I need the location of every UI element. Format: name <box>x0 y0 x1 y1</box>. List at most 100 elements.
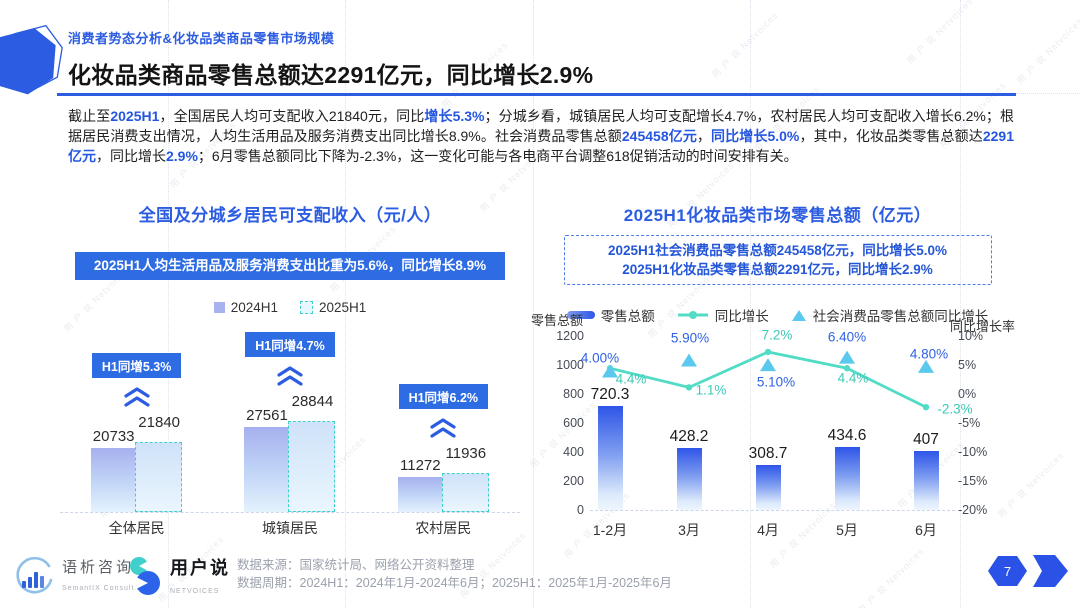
grid-guide <box>1016 93 1080 94</box>
triangle-marker <box>760 358 776 372</box>
line-value-label: 4.4% <box>837 370 869 386</box>
body-text: ，其中，化妆品类零售总额达 <box>799 128 983 144</box>
page-kicker: 消费者势态分析&化妆品类商品零售市场规模 <box>68 31 335 46</box>
income-chart-section: 全国及分城乡居民可支配收入（元/人） 2025H1人均生活用品及服务消费支出比重… <box>60 205 520 565</box>
triangle-value-label: 4.80% <box>909 346 949 362</box>
income-chart-legend: 2024H1 2025H1 <box>60 300 520 315</box>
bar-pair: 11272 11936 <box>397 445 489 512</box>
bar-value-label: 308.7 <box>748 445 788 463</box>
data-source-block: 数据来源：国家统计局、网络公开资料整理 数据周期：2024H1：2024年1月-… <box>237 556 672 592</box>
bar-column-2024H1: 20733 <box>91 428 137 512</box>
highlight-text: 2.9% <box>166 148 198 164</box>
highlight-text: 同比增长5.0% <box>711 128 800 144</box>
right-axis-tick: -20% <box>958 503 988 517</box>
line-value-label: 1.1% <box>695 382 727 398</box>
category-label: 农村居民 <box>415 520 472 536</box>
legend-item-2024H1: 2024H1 <box>213 300 278 315</box>
left-axis-tick: 200 <box>563 474 584 488</box>
bar-value-label: 28844 <box>291 393 334 410</box>
watermark: 用 户 说 Netvoices <box>1014 15 1080 86</box>
triangle-marker <box>681 353 697 367</box>
footer: 语析咨询 SemantIX Consulting 用户说 NETVOICES 数… <box>0 548 1080 608</box>
page-number-hexagon[interactable]: 7 <box>988 556 1027 586</box>
body-text: ，全国居民人均可支配收入21840元，同比 <box>159 108 425 124</box>
grid-guide <box>533 0 534 608</box>
income-chart-group: H1同增4.7% 27561 28844 城镇居民 <box>215 332 365 536</box>
line-value-label: 4.4% <box>615 371 647 387</box>
triangle-value-label: 5.10% <box>756 374 796 390</box>
next-page-arrow[interactable] <box>1033 555 1068 587</box>
triangle-marker <box>839 350 855 364</box>
triangle-marker <box>918 359 934 373</box>
semantix-logo-icon <box>16 556 53 594</box>
bar-column-2025H1: 21840 <box>135 414 183 512</box>
retail-chart-note: 2025H1社会消费品零售总额245458亿元，同比增长5.0% 2025H1化… <box>563 235 992 285</box>
title-divider <box>57 93 1016 96</box>
netvoices-logo-name: 用户说 <box>170 558 230 578</box>
left-axis-tick: 600 <box>563 416 584 430</box>
bar-value-label: 407 <box>913 430 939 448</box>
up-chevron-icon <box>430 418 456 438</box>
left-axis-tick: 1200 <box>556 329 584 343</box>
growth-badge: H1同增6.2% <box>398 384 489 409</box>
bar-column-2024H1: 27561 <box>244 407 290 512</box>
legend-label: 同比增长 <box>714 309 769 324</box>
body-text: ；6月零售总额同比下降为-2.3%，这一变化可能与各电商平台调整618促销活动的… <box>197 148 798 164</box>
retail-bar <box>755 465 781 510</box>
line-point <box>685 384 693 391</box>
bar-value-label: 720.3 <box>590 385 630 403</box>
line-value-label: -2.3% <box>937 401 973 417</box>
line-point <box>922 403 930 411</box>
right-axis-tick: 10% <box>958 328 984 343</box>
body-text: ， <box>696 128 712 144</box>
bar-value-label: 11936 <box>445 445 487 462</box>
right-axis-tick: -10% <box>958 444 988 459</box>
body-text: 截止至 <box>68 108 111 124</box>
bar-value-label: 11272 <box>400 457 441 474</box>
right-axis-tick: -15% <box>958 473 988 488</box>
intro-paragraph: 截止至2025H1，全国居民人均可支配收入21840元，同比增长5.3%；分城乡… <box>68 106 1014 166</box>
left-axis-tick: 400 <box>563 445 584 459</box>
left-axis-tick: 800 <box>563 387 584 401</box>
bar-2024H1 <box>91 448 137 512</box>
legend-swatch-dashed <box>300 301 313 314</box>
line-point <box>764 348 772 356</box>
growth-badge: H1同增5.3% <box>91 353 182 378</box>
bar-column-2025H1: 28844 <box>288 393 336 512</box>
legend-bar-swatch <box>566 311 595 319</box>
retail-note-line-2: 2025H1化妆品类零售总额2291亿元，同比增长2.9% <box>622 262 933 277</box>
retail-bar <box>913 450 939 510</box>
retail-bar <box>676 447 702 510</box>
pagination: 7 <box>988 555 1068 587</box>
netvoices-logo-icon <box>130 557 160 595</box>
line-value-label: 7.2% <box>761 327 793 343</box>
category-label: 3月 <box>678 522 700 538</box>
triangle-value-label: 5.90% <box>670 330 710 346</box>
legend-swatch-solid <box>213 302 225 313</box>
semantix-logo: 语析咨询 SemantIX Consulting <box>12 554 147 596</box>
data-period-line: 数据周期：2024H1：2024年1月-2024年6月；2025H1：2025年… <box>237 576 672 590</box>
legend-item-同比增长: 同比增长 <box>677 305 769 325</box>
right-axis-tick: -5% <box>958 415 981 430</box>
grid-guide <box>960 0 961 608</box>
category-label: 城镇居民 <box>261 520 318 536</box>
retail-chart-plot: 零售总额 同比增长率 0 200 400 600 800 1000 1200 10% 5% 0% -… <box>531 308 1015 548</box>
watermark: 用 户 说 Netvoices <box>904 0 975 66</box>
income-chart-group: H1同增5.3% 20733 21840 全体居民 <box>62 353 212 536</box>
highlight-text: 2291亿元 <box>68 128 1014 164</box>
income-chart-banner: 2025H1人均生活用品及服务消费支出比重为5.6%，同比增长8.9% <box>75 252 505 280</box>
x-axis-baseline <box>590 510 955 511</box>
grid-guide <box>345 0 346 608</box>
triangle-value-label: 6.40% <box>827 329 867 345</box>
left-axis-title: 零售总额 <box>531 313 584 328</box>
legend-triangle-swatch <box>791 310 806 321</box>
legend-item-零售总额: 零售总额 <box>566 305 655 325</box>
legend-label: 2024H1 <box>230 300 278 315</box>
retail-chart-section: 2025H1化妆品类市场零售总额（亿元） 2025H1社会消费品零售总额2454… <box>531 205 1015 565</box>
retail-chart-title: 2025H1化妆品类市场零售总额（亿元） <box>623 206 932 225</box>
semantix-logo-subtitle: SemantIX Consulting <box>62 584 147 592</box>
page-title: 化妆品类商品零售总额达2291亿元，同比增长2.9% <box>68 62 594 88</box>
bar-2024H1 <box>244 427 290 512</box>
corner-polygon-decoration <box>0 24 63 95</box>
bar-value-label: 21840 <box>138 414 181 431</box>
